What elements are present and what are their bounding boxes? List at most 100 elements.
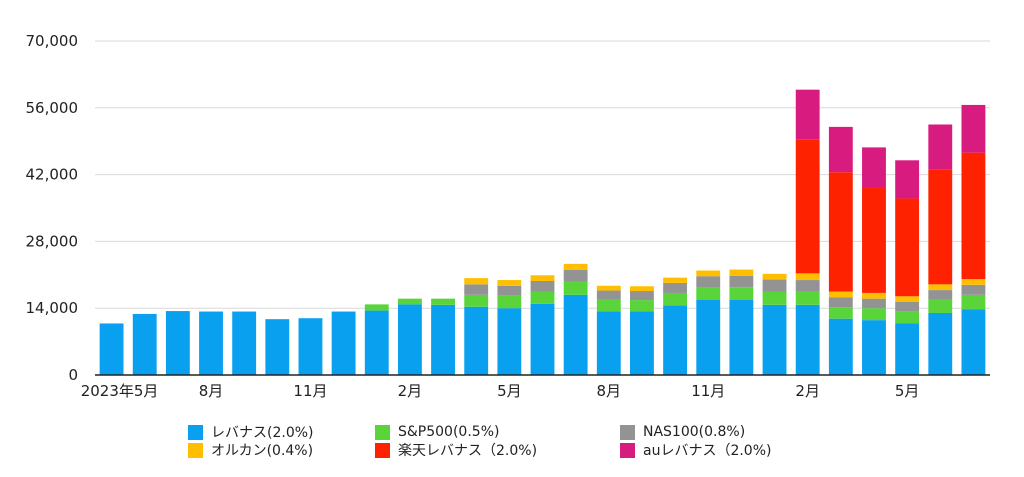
bar-segment [828, 318, 853, 375]
x-tick-label: 8月 [199, 382, 224, 400]
bar-segment [828, 307, 853, 319]
bar-segment [199, 311, 223, 375]
bar-segment [663, 282, 688, 293]
axes: 0 14,000 28,000 42,000 56,000 70,000 2023年5月 8月… [26, 32, 990, 400]
bar-segment [497, 285, 522, 296]
bar-segment [630, 291, 654, 301]
bar-segment [895, 323, 920, 375]
bar-segment [663, 277, 688, 283]
bar-segment [364, 310, 389, 375]
y-tick-label: 42,000 [26, 166, 79, 184]
bar-segment [828, 297, 853, 308]
bar-segment [696, 287, 721, 300]
bar-segment [630, 286, 654, 292]
bar-segment [961, 104, 986, 153]
bar-segment [862, 187, 886, 293]
bar-segment [596, 290, 621, 300]
bar-segment [795, 273, 820, 281]
bar-segment [530, 303, 555, 375]
bar-segment [630, 311, 654, 375]
bar-segment [895, 160, 920, 199]
y-tick-label: 0 [68, 366, 78, 384]
bar-segment [630, 300, 654, 312]
bar-segment [596, 285, 621, 291]
bar-segment [464, 284, 489, 295]
bar-segment [928, 312, 953, 375]
bar-segment [895, 198, 920, 297]
x-tick-label: 11月 [691, 382, 725, 400]
bar-segment [530, 275, 555, 282]
bar-segment [961, 294, 986, 310]
bar-segment [596, 299, 621, 312]
bar-segment [795, 139, 820, 274]
bar-segment [563, 270, 588, 282]
x-tick-label: 11月 [293, 382, 327, 400]
bar-segment [431, 304, 455, 375]
bar-segment [729, 299, 754, 375]
y-tick-label: 14,000 [26, 299, 79, 317]
bar-segment [563, 281, 588, 295]
bar-segment [530, 291, 555, 304]
bar-segment [397, 298, 422, 305]
bar-segment [431, 298, 455, 305]
bar-segment [795, 304, 820, 375]
bar-segment [464, 306, 489, 375]
bar-segment [895, 296, 920, 302]
bar-segment [895, 311, 920, 324]
bar-segment [729, 269, 754, 276]
bar-segment [828, 126, 853, 173]
bar-segment [397, 304, 422, 375]
bar-segment [596, 311, 621, 375]
bar-segment [961, 279, 986, 285]
bar-segment [928, 290, 953, 300]
bar-segment [862, 147, 886, 188]
bar-segment [828, 172, 853, 292]
bar-segment [696, 270, 721, 277]
bar-segment [729, 275, 754, 288]
bar-segment [795, 280, 820, 292]
bar-segment [298, 318, 323, 375]
y-tick-label: 56,000 [26, 99, 79, 117]
bar-segment [132, 313, 157, 375]
x-tick-label: 2月 [398, 382, 423, 400]
bar-segment [464, 278, 489, 285]
bar-segment [862, 320, 886, 375]
bar-segment [364, 304, 389, 311]
bar-segment [563, 294, 588, 375]
bar-segment [795, 291, 820, 305]
bar-segment [928, 169, 953, 285]
bar-segment [828, 291, 853, 298]
x-tick-label: 2月 [795, 382, 820, 400]
bar-segment [862, 308, 886, 321]
bar-segment [497, 280, 522, 286]
bar-segment [497, 295, 522, 309]
gridlines [95, 40, 990, 309]
bar-segment [663, 292, 688, 306]
bar-segment [497, 308, 522, 375]
bar-segment [99, 323, 124, 375]
bar-segment [762, 273, 787, 280]
bar-segment [762, 291, 787, 305]
bar-segment [165, 311, 190, 375]
x-tick-label: 8月 [597, 382, 622, 400]
bar-segment [862, 292, 886, 299]
bar-segment [795, 89, 820, 140]
bar-segment [928, 124, 953, 170]
bar-segment [563, 263, 588, 271]
bar-segment [530, 281, 555, 292]
bar-segment [265, 319, 290, 375]
bar-segment [895, 301, 920, 312]
bar-segment [928, 299, 953, 313]
x-tick-label: 2023年5月 [81, 382, 159, 400]
x-tick-label: 5月 [895, 382, 920, 400]
bar-segment [961, 284, 986, 295]
bar-series [99, 89, 986, 375]
y-tick-label: 70,000 [26, 32, 79, 50]
bar-segment [928, 284, 953, 291]
bar-segment [696, 276, 721, 288]
bar-segment [729, 287, 754, 300]
bar-segment [696, 299, 721, 375]
bar-segment [961, 152, 986, 280]
bar-segment [331, 311, 356, 375]
bar-segment [464, 294, 489, 307]
